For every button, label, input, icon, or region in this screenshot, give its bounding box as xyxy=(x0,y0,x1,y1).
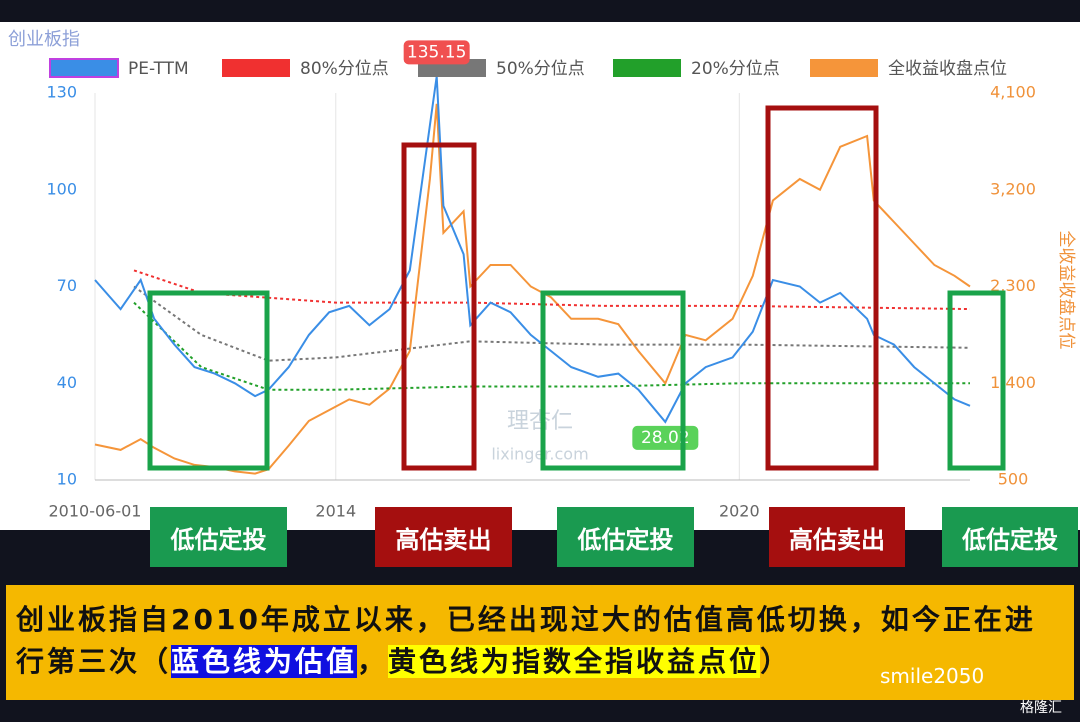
x-tick-label: 2014 xyxy=(315,502,356,521)
y-tick-label: 100 xyxy=(46,179,77,198)
y2-axis-label: 全收益收盘点位 xyxy=(1056,231,1076,350)
caption-yellow: 黄色线为指数全指收益点位 xyxy=(388,645,761,678)
legend-label: 50%分位点 xyxy=(496,59,585,79)
value-label: 135.15 xyxy=(407,42,466,62)
caption-text: ， xyxy=(357,645,389,678)
legend-swatch xyxy=(810,59,878,77)
chart: 创业板指 全收益收盘点位 理杏仁 lixinger.com 10 40 70 100 1… xyxy=(0,0,1080,530)
legend-label: 80%分位点 xyxy=(300,59,389,79)
y2-tick-label: 1,400 xyxy=(990,373,1036,392)
box xyxy=(947,290,1006,471)
x-tick-label: 2020 xyxy=(719,502,760,521)
caption-text: ） xyxy=(760,645,792,678)
box xyxy=(540,290,686,471)
button: 高估卖出 xyxy=(769,507,905,567)
caption-text: 创业板指自2010年成立以来，已经出现过大的估值高低切换，如今正在进行第三次（ xyxy=(16,603,1036,678)
y2-tick-label: 2,300 xyxy=(990,276,1036,295)
series-line xyxy=(94,103,971,475)
x-tick-label: 2010-06-01 xyxy=(49,502,142,521)
value-label: 28.02 xyxy=(641,428,690,448)
button: 低估定投 xyxy=(942,507,1078,567)
chart-title: 创业板指 xyxy=(8,29,80,50)
y2-tick-label: 3,200 xyxy=(990,179,1036,198)
series-line xyxy=(133,301,970,391)
legend-swatch xyxy=(613,59,681,77)
legend-label: PE-TTM xyxy=(128,59,189,79)
y-tick-label: 40 xyxy=(57,373,77,392)
legend-swatch xyxy=(222,59,290,77)
y-tick-label: 10 xyxy=(57,470,77,489)
watermark: 理杏仁 xyxy=(507,409,573,434)
value-label-bg xyxy=(403,40,470,65)
chart-bg xyxy=(0,22,1080,530)
highlight-boxes xyxy=(147,105,1006,471)
caption: 创业板指自2010年成立以来，已经出现过大的估值高低切换，如今正在进行第三次（蓝… xyxy=(6,585,1074,700)
y-tick-label: 70 xyxy=(57,276,77,295)
legend-label: 20%分位点 xyxy=(691,59,780,79)
watermark: lixinger.com xyxy=(491,445,588,464)
caption-blue: 蓝色线为估值 xyxy=(171,645,358,678)
legend-swatch xyxy=(49,58,119,78)
y2-tick-label: 4,100 xyxy=(990,83,1036,102)
series-line xyxy=(94,76,971,424)
author: smile2050 xyxy=(880,664,985,688)
button: 低估定投 xyxy=(557,507,694,567)
y-tick-label: 130 xyxy=(46,83,77,102)
button: 高估卖出 xyxy=(375,507,512,567)
button: 低估定投 xyxy=(150,507,287,567)
brand: 格隆汇 xyxy=(1020,700,1062,716)
top-band xyxy=(0,0,1080,22)
box xyxy=(401,142,477,471)
legend-label: 全收益收盘点位 xyxy=(888,59,1007,79)
y2-tick-label: 500 xyxy=(998,470,1029,489)
box xyxy=(147,290,270,471)
box xyxy=(765,105,879,471)
